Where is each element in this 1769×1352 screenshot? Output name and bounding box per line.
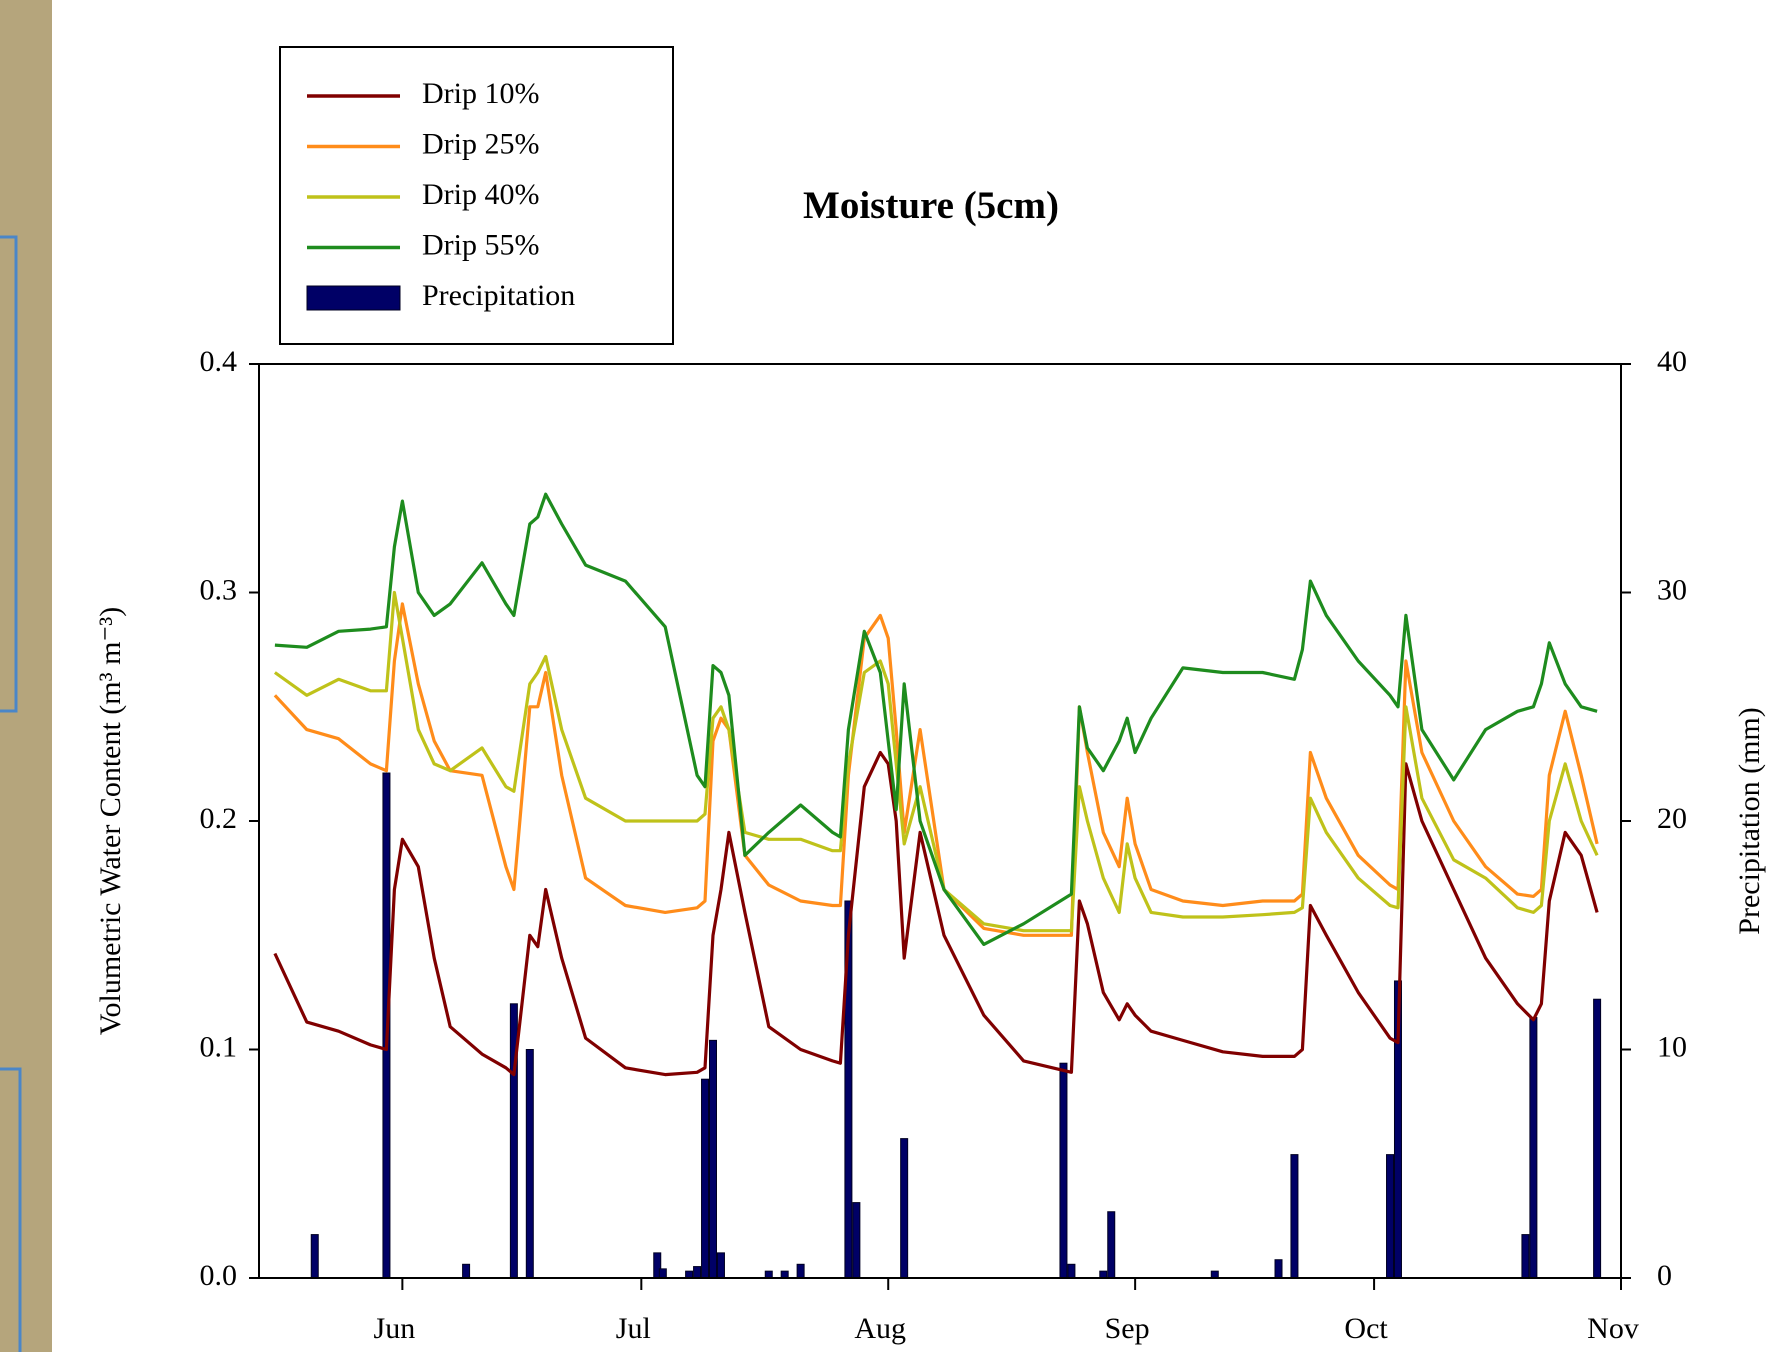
y-tick-label: 0.4 bbox=[200, 345, 238, 378]
plot-frame bbox=[259, 364, 1621, 1278]
y-tick-label: 0.2 bbox=[200, 802, 238, 835]
legend-swatch bbox=[307, 286, 400, 310]
y2-tick-label: 30 bbox=[1657, 573, 1687, 606]
precipitation-bar bbox=[1068, 1264, 1075, 1278]
legend-label: Precipitation bbox=[422, 279, 575, 312]
legend-label: Drip 40% bbox=[422, 178, 539, 211]
precipitation-bar bbox=[781, 1271, 788, 1278]
precipitation-bar bbox=[1291, 1155, 1298, 1278]
y2-axis-label: Precipitation (mm) bbox=[1733, 707, 1766, 934]
precipitation-bar bbox=[901, 1139, 908, 1278]
precipitation-bar bbox=[702, 1079, 709, 1278]
precipitation-bar bbox=[1211, 1271, 1218, 1278]
x-tick-label: Sep bbox=[1105, 1312, 1150, 1345]
precipitation-bar bbox=[853, 1203, 860, 1278]
legend-label: Drip 55% bbox=[422, 228, 539, 261]
precipitation-bar bbox=[710, 1040, 717, 1278]
precipitation-bar bbox=[717, 1253, 724, 1278]
y-axis-label: Volumetric Water Content (m³ m⁻³) bbox=[94, 607, 127, 1036]
precipitation-bar bbox=[1060, 1063, 1067, 1278]
y2-tick-label: 20 bbox=[1657, 802, 1687, 835]
y2-tick-label: 10 bbox=[1657, 1030, 1687, 1063]
precipitation-bar bbox=[659, 1269, 666, 1278]
chart-title: Moisture (5cm) bbox=[803, 184, 1059, 227]
x-tick-label: Jun bbox=[374, 1312, 416, 1345]
precipitation-bar bbox=[526, 1050, 533, 1279]
precipitation-bar bbox=[1522, 1235, 1529, 1278]
legend-label: Drip 10% bbox=[422, 77, 539, 110]
photo-vegetation bbox=[0, 0, 52, 1352]
y-tick-label: 0.0 bbox=[200, 1259, 238, 1292]
precipitation-bar bbox=[765, 1271, 772, 1278]
precipitation-bar bbox=[686, 1271, 693, 1278]
moisture-line bbox=[275, 593, 1597, 931]
precipitation-bar bbox=[1100, 1271, 1107, 1278]
precipitation-bar bbox=[1530, 1018, 1537, 1278]
page: {"chart_data": { "type": "line", "title"… bbox=[0, 0, 1769, 1352]
y-tick-label: 0.1 bbox=[200, 1030, 238, 1063]
moisture-line bbox=[275, 753, 1597, 1075]
precipitation-bar bbox=[1275, 1260, 1282, 1278]
precipitation-bar bbox=[1387, 1155, 1394, 1278]
precipitation-bar bbox=[694, 1267, 701, 1278]
x-tick-label: Aug bbox=[854, 1312, 906, 1345]
precipitation-bar bbox=[463, 1264, 470, 1278]
x-tick-label: Jul bbox=[616, 1312, 651, 1345]
precipitation-bar bbox=[311, 1235, 318, 1278]
precipitation-bar bbox=[797, 1264, 804, 1278]
legend-label: Drip 25% bbox=[422, 127, 539, 160]
y2-tick-label: 40 bbox=[1657, 345, 1687, 378]
precipitation-bar bbox=[1108, 1212, 1115, 1278]
y2-tick-label: 0 bbox=[1657, 1259, 1672, 1292]
x-tick-label: Oct bbox=[1344, 1312, 1388, 1345]
chart: Moisture (5cm) Volumetric Water Content … bbox=[0, 0, 1769, 1352]
precipitation-bar bbox=[1594, 999, 1601, 1278]
y-tick-label: 0.3 bbox=[200, 573, 238, 606]
x-tick-label: Nov bbox=[1587, 1312, 1639, 1345]
